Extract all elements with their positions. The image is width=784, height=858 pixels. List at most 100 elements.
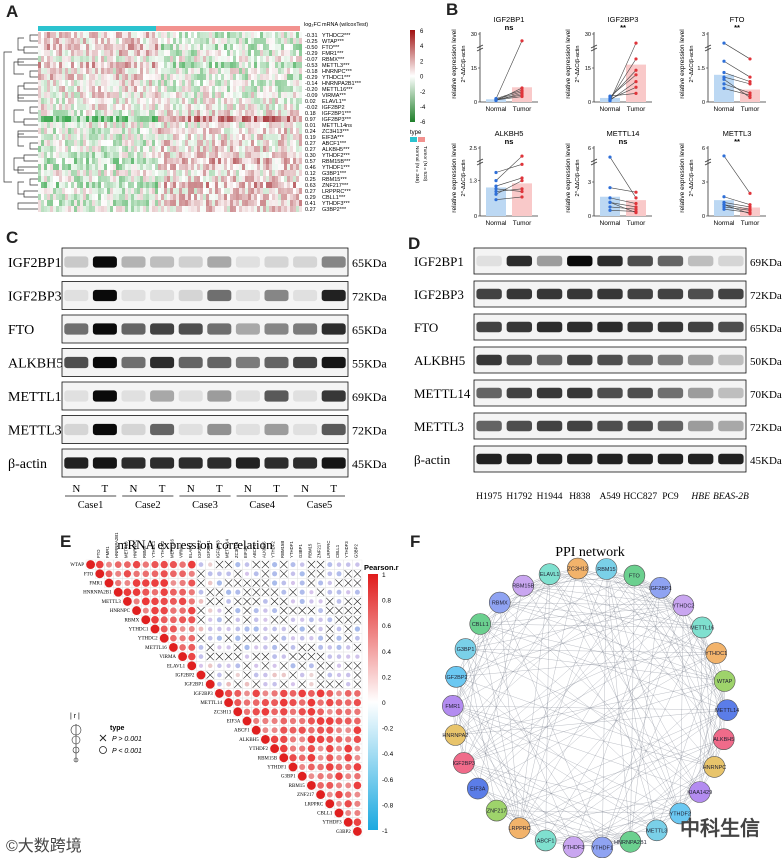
chart-title: FTO	[730, 15, 745, 24]
heatmap-cell	[125, 98, 128, 104]
heatmap-cell	[83, 164, 86, 170]
heatmap-cell	[155, 170, 158, 176]
heatmap-cell	[137, 80, 140, 86]
heatmap-cell	[179, 200, 182, 206]
heatmap-cell	[116, 74, 119, 80]
corr-col-label: IGF2BP1	[206, 540, 211, 558]
heatmap-cell	[86, 170, 89, 176]
heatmap-cell	[56, 74, 59, 80]
heatmap-cell	[41, 128, 44, 134]
heatmap-cell	[233, 98, 236, 104]
ppi-edge	[656, 739, 724, 831]
blot-band	[718, 288, 744, 300]
heatmap-cell	[203, 110, 206, 116]
heatmap-cell	[218, 170, 221, 176]
heatmap-cell	[281, 86, 284, 92]
corr-ns-cross	[206, 588, 215, 597]
heatmap-cell	[86, 74, 89, 80]
heatmap-cell	[278, 182, 281, 188]
heatmap-cell	[281, 140, 284, 146]
heatmap-cell	[254, 146, 257, 152]
heatmap-cell	[269, 80, 272, 86]
heatmap-cell	[278, 170, 281, 176]
ppi-node-label: ZNF217	[487, 809, 507, 815]
ppi-edge	[452, 705, 715, 768]
heatmap-cell	[140, 134, 143, 140]
y-tick-label: 0	[702, 100, 705, 106]
heatmap-cell	[269, 206, 272, 212]
heatmap-cell	[41, 194, 44, 200]
heatmap-cell	[125, 80, 128, 86]
heatmap-cell	[152, 188, 155, 194]
ppi-edge	[452, 568, 578, 707]
heatmap-cell	[158, 74, 161, 80]
heatmap-cell	[155, 62, 158, 68]
heatmap-cell	[101, 110, 104, 116]
ppi-node: YTHDF3	[562, 836, 585, 858]
corr-circle	[317, 745, 324, 752]
heatmap-cell	[119, 104, 122, 110]
corr-circle	[217, 663, 222, 669]
corr-row-label: WTAP	[70, 563, 84, 568]
heatmap-cell	[137, 206, 140, 212]
heatmap-cell	[47, 140, 50, 146]
heatmap-cell	[257, 164, 260, 170]
heatmap-cell	[188, 140, 191, 146]
ppi-node-label: YTHDF1	[592, 845, 613, 851]
case-label: Case3	[192, 500, 218, 511]
corr-circle	[179, 616, 187, 624]
ppi-edge	[699, 627, 703, 793]
heatmap-cell	[158, 164, 161, 170]
heatmap-cell	[110, 152, 113, 158]
corr-circle	[300, 617, 305, 622]
row-gene: YTHDF1***	[322, 165, 351, 171]
heatmap-cell	[122, 32, 125, 38]
corr-circle	[336, 663, 342, 668]
dendrogram-branch	[23, 118, 38, 126]
heatmap-cell	[59, 104, 62, 110]
ppi-edge	[499, 602, 717, 654]
heatmap-cell	[278, 110, 281, 116]
heatmap-cell	[260, 62, 263, 68]
heatmap-cell	[230, 104, 233, 110]
heatmap-cell	[71, 140, 74, 146]
heatmap-cell	[194, 164, 197, 170]
heatmap-cell	[65, 56, 68, 62]
heatmap-cell	[188, 164, 191, 170]
heatmap-cell	[125, 62, 128, 68]
heatmap-cell	[167, 98, 170, 104]
heatmap-cell	[131, 116, 134, 122]
ppi-node: HNRNPA2B1	[614, 830, 647, 853]
bar-normal	[486, 187, 506, 216]
heatmap-cell	[251, 110, 254, 116]
heatmap-cell	[275, 122, 278, 128]
heatmap-cell	[161, 146, 164, 152]
heatmap-cell	[236, 200, 239, 206]
ppi-node-circle	[649, 577, 672, 599]
heatmap-cell	[254, 32, 257, 38]
heatmap-cell	[188, 50, 191, 56]
heatmap-cell	[251, 86, 254, 92]
heatmap-cell	[161, 80, 164, 86]
heatmap-cell	[227, 188, 230, 194]
ppi-edge	[496, 810, 631, 843]
corr-ns-cross	[316, 652, 325, 661]
heatmap-cell	[68, 152, 71, 158]
heatmap-cell	[53, 206, 56, 212]
corr-diag-circle	[86, 560, 96, 570]
heatmap-cell	[152, 146, 155, 152]
heatmap-cell	[56, 146, 59, 152]
corr-ns-cross	[279, 560, 288, 569]
heatmap-cell	[269, 68, 272, 74]
blot-kda-label: 65KDa	[750, 323, 782, 335]
heatmap-cell	[224, 170, 227, 176]
heatmap-cell	[107, 194, 110, 200]
ppi-edge	[455, 734, 497, 811]
x-label-normal: Normal	[600, 220, 622, 227]
heatmap-cell	[281, 182, 284, 188]
heatmap-cell	[65, 206, 68, 212]
heatmap-cell	[254, 134, 257, 140]
heatmap-cell	[230, 134, 233, 140]
heatmap-cell	[44, 134, 47, 140]
ppi-edge	[455, 709, 728, 736]
